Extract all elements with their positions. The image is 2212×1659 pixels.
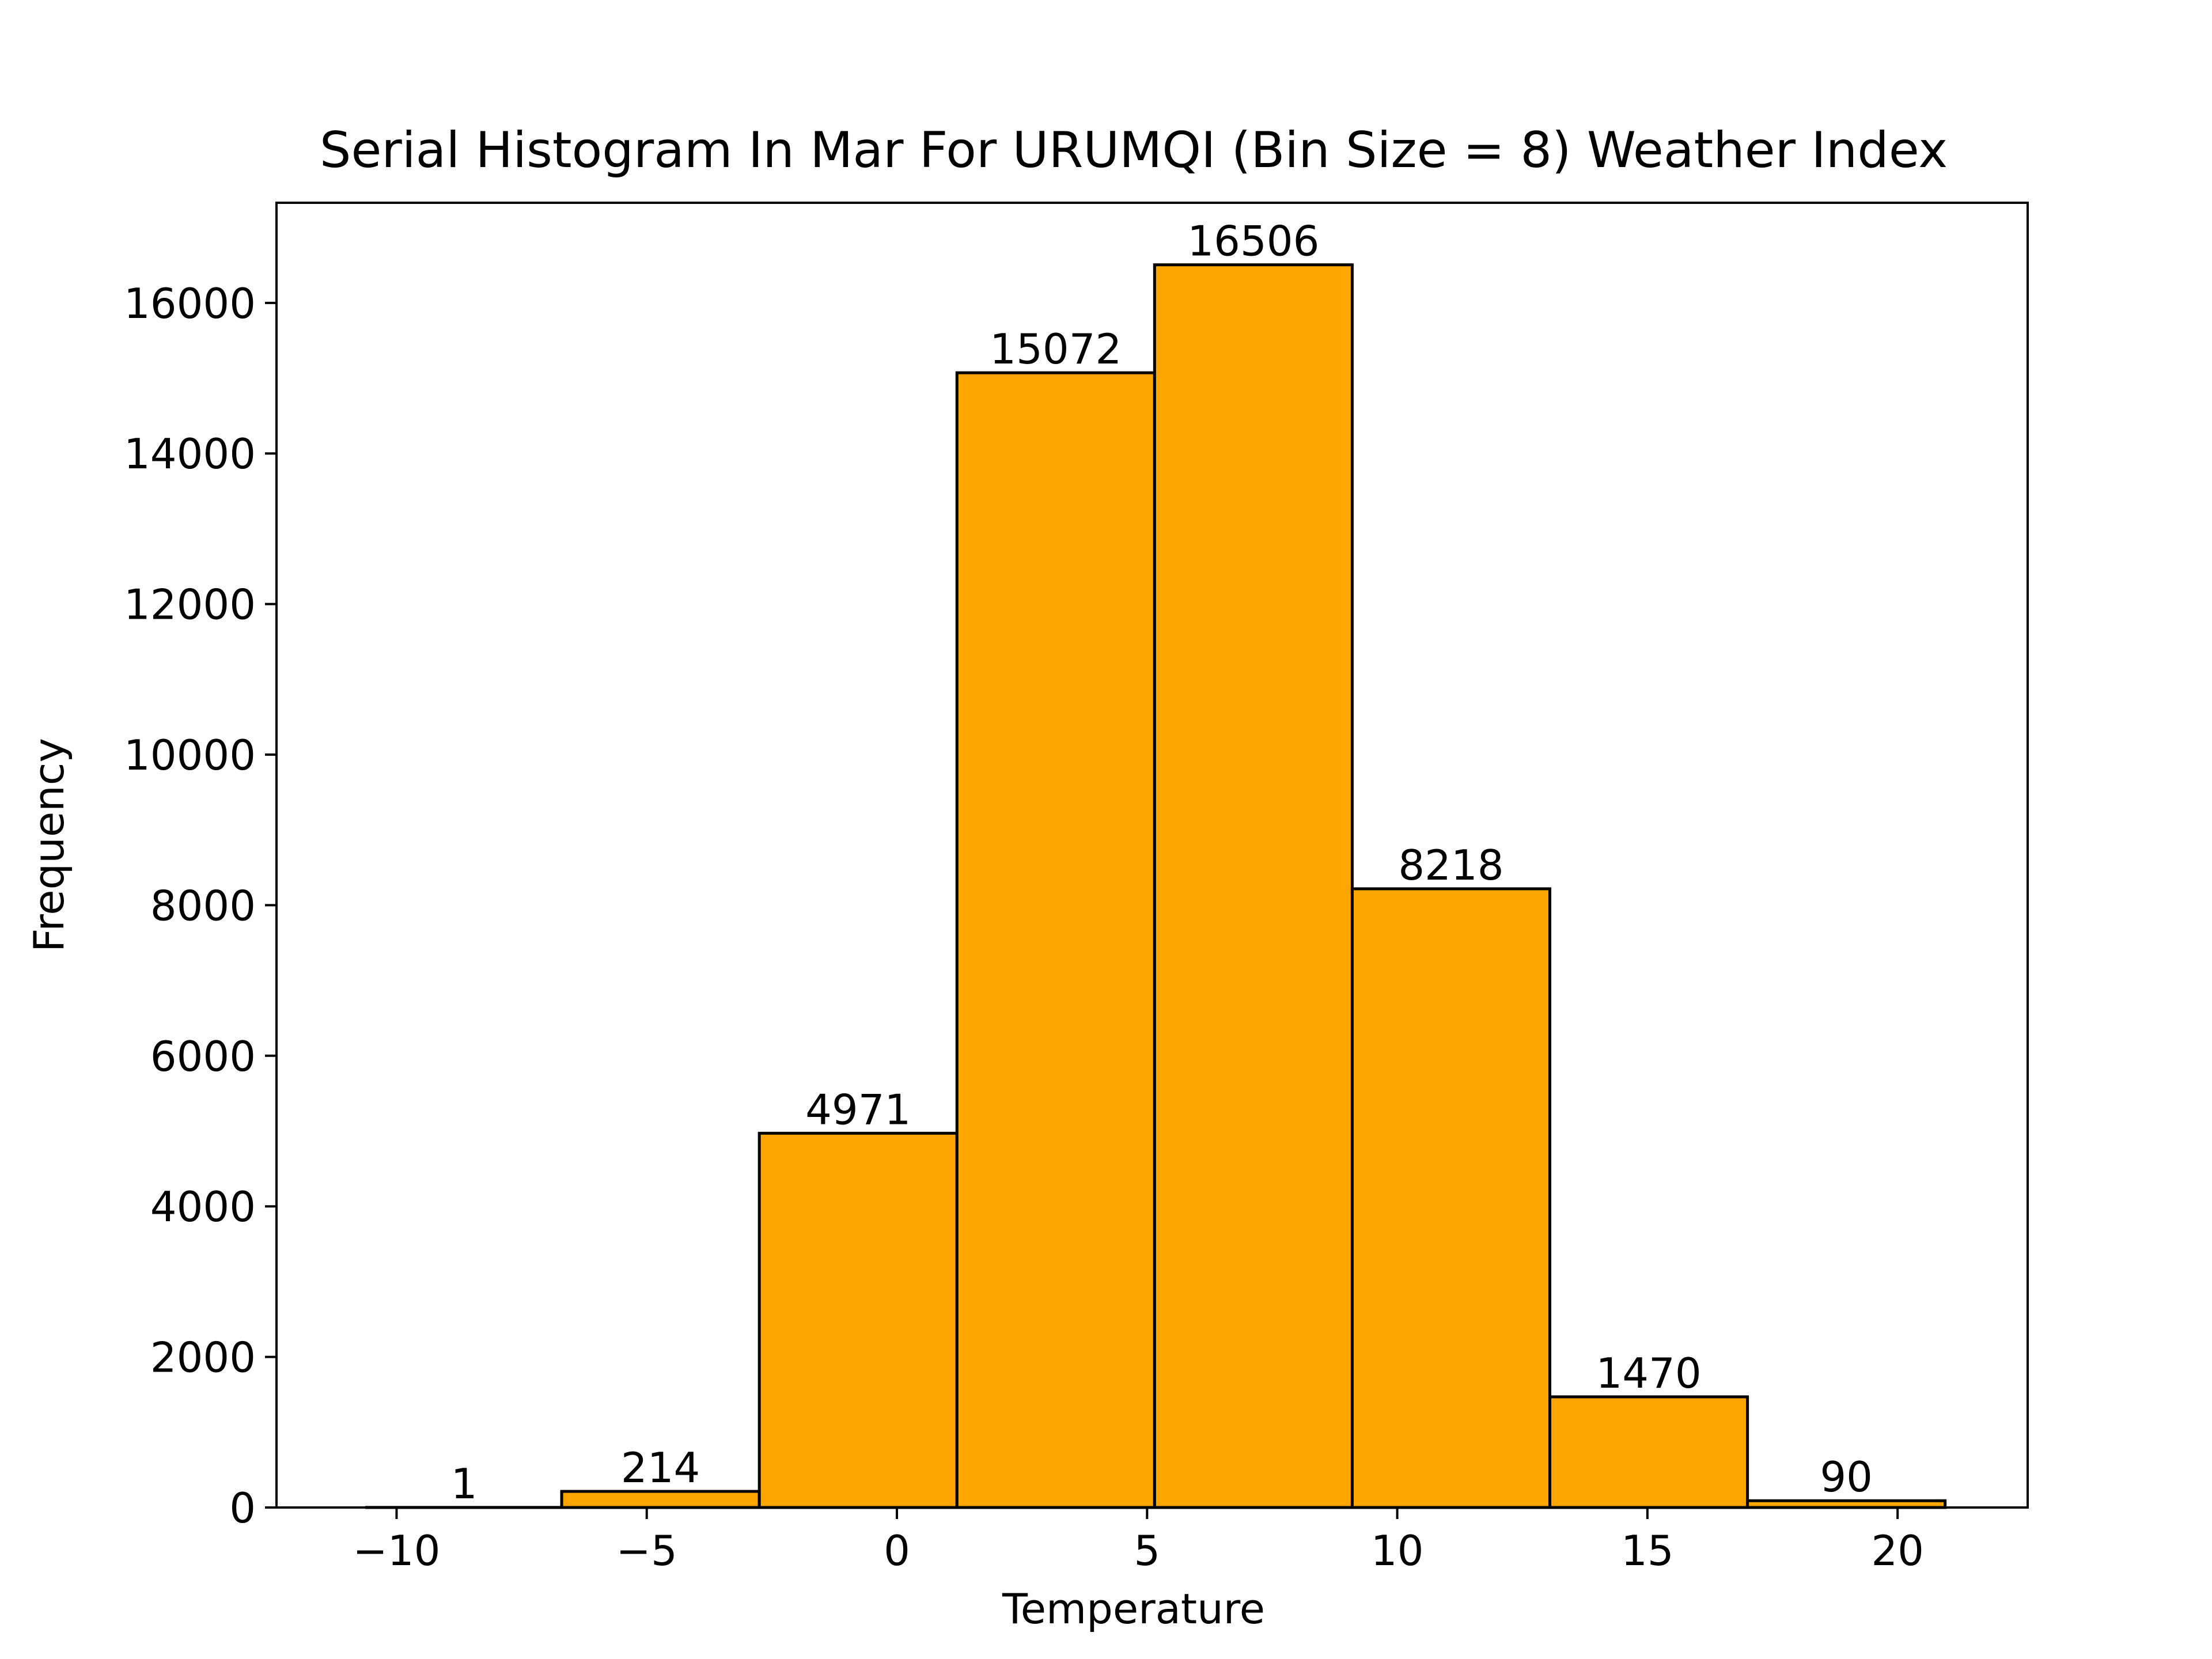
y-tick-label: 14000: [124, 430, 256, 478]
y-tick-label: 0: [229, 1484, 256, 1532]
histogram-bar: [1350, 887, 1552, 1509]
x-tick-label: 5: [1134, 1527, 1160, 1575]
histogram-bar: [560, 1490, 761, 1509]
x-tick-label: 0: [884, 1527, 910, 1575]
bar-value-label: 90: [1820, 1453, 1873, 1501]
y-tick-label: 4000: [150, 1183, 256, 1231]
bar-value-label: 1470: [1596, 1349, 1701, 1397]
histogram-bar: [1153, 263, 1354, 1509]
histogram-bar: [1548, 1395, 1749, 1509]
x-axis: −10 −5 0 5 10 15 20: [353, 1508, 1924, 1575]
y-tick-label: 2000: [150, 1334, 256, 1382]
bar-value-label: 15072: [990, 325, 1122, 373]
bar-value-label: 4971: [805, 1085, 911, 1134]
chart-title: Serial Histogram In Mar For URUMQI (Bin …: [320, 122, 1948, 179]
x-tick-label: 20: [1871, 1527, 1924, 1575]
bar-value-label: 16506: [1187, 217, 1319, 266]
plot-frame: [275, 202, 2029, 1509]
y-tick-label: 12000: [124, 581, 256, 629]
y-tick-label: 10000: [124, 731, 256, 779]
y-tick-label: 6000: [150, 1032, 256, 1081]
bars-group: [365, 263, 1947, 1509]
bar-value-label: 8218: [1398, 841, 1503, 889]
x-tick-label: −5: [616, 1527, 677, 1575]
x-tick-label: −10: [353, 1527, 440, 1575]
x-tick-label: 15: [1621, 1527, 1674, 1575]
histogram-bar: [757, 1131, 959, 1509]
bar-value-label: 214: [621, 1444, 700, 1492]
y-axis: 0 2000 4000 6000 8000 10000 12000 14000 16000: [124, 279, 276, 1532]
bar-labels-group: 1 214 4971 15072 16506 8218 1470 90: [451, 217, 1873, 1508]
y-axis-label: Frequency: [25, 738, 73, 952]
bar-value-label: 1: [451, 1460, 478, 1508]
x-axis-label: Temperature: [1002, 1585, 1265, 1633]
y-tick-label: 16000: [124, 279, 256, 328]
histogram-bar: [955, 371, 1156, 1509]
y-tick-label: 8000: [150, 881, 256, 930]
x-tick-label: 10: [1371, 1527, 1424, 1575]
